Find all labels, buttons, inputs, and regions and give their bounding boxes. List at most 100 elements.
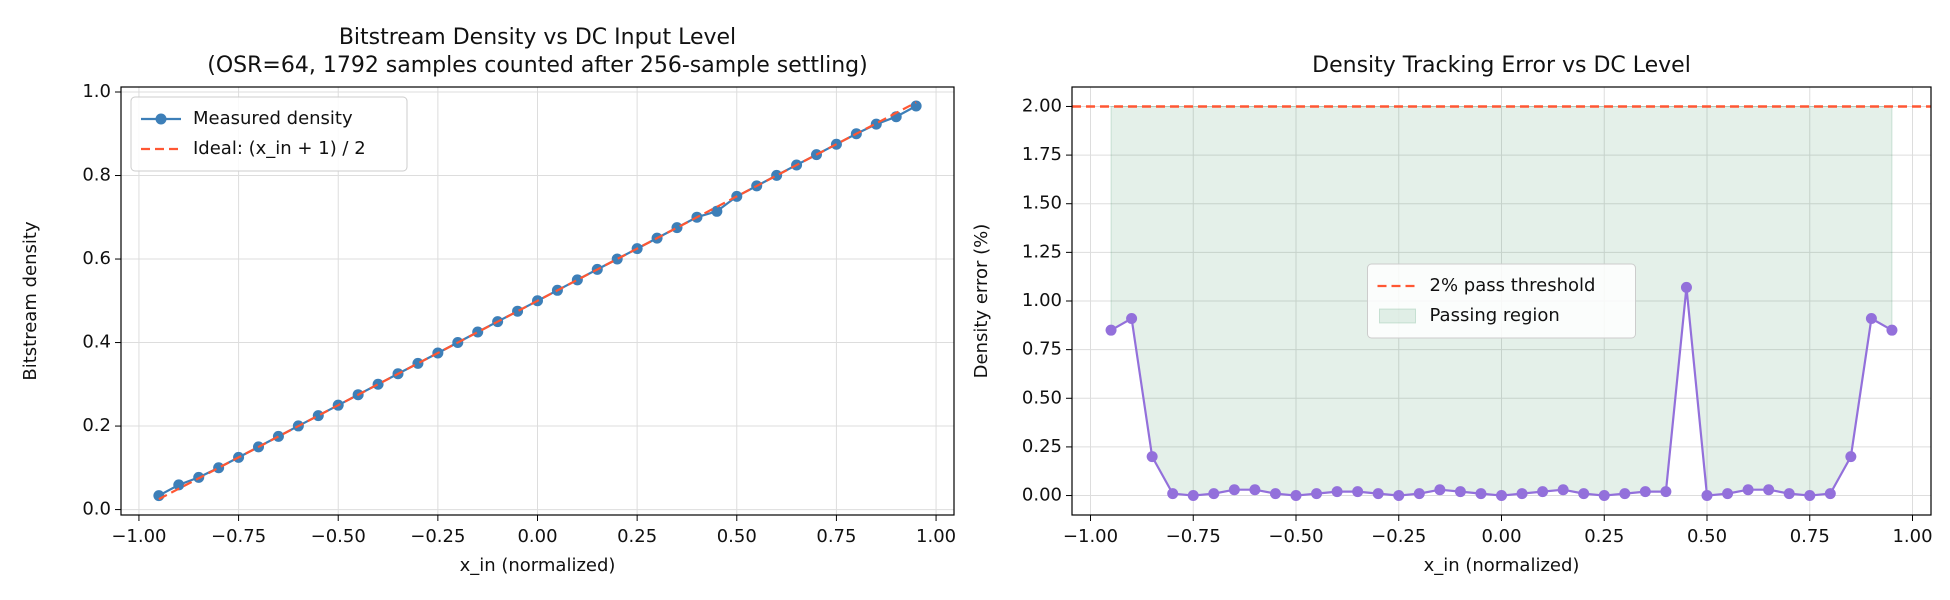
data-point bbox=[1208, 488, 1220, 500]
y-tick-label: 1.25 bbox=[1022, 241, 1062, 262]
chart-subtitle: (OSR=64, 1792 samples counted after 256-… bbox=[207, 53, 867, 78]
data-point bbox=[1783, 488, 1795, 500]
data-point bbox=[1249, 484, 1261, 496]
data-point bbox=[1496, 490, 1507, 502]
data-point bbox=[1680, 281, 1692, 293]
data-point bbox=[1126, 313, 1138, 325]
data-point bbox=[1824, 488, 1836, 500]
data-point bbox=[1865, 313, 1877, 325]
data-point bbox=[213, 462, 225, 474]
x-tick-label: −0.25 bbox=[410, 526, 465, 547]
y-tick-label: 0.50 bbox=[1022, 387, 1062, 408]
y-tick-label: 1.50 bbox=[1022, 193, 1062, 214]
legend-box bbox=[130, 96, 408, 172]
x-tick-label: 1.00 bbox=[916, 526, 956, 547]
plot-frame bbox=[1071, 86, 1932, 516]
data-point bbox=[1454, 486, 1466, 498]
data-point bbox=[1742, 484, 1754, 496]
y-tick-label: 2.00 bbox=[1022, 95, 1062, 116]
y-axis-label: Bitstream density bbox=[20, 221, 41, 381]
data-point bbox=[1660, 486, 1672, 498]
data-point bbox=[372, 378, 384, 390]
data-point bbox=[173, 479, 185, 491]
y-tick-label: 1.00 bbox=[1022, 290, 1062, 311]
data-point bbox=[1619, 488, 1631, 500]
data-point bbox=[1434, 484, 1446, 496]
legend-label: Measured density bbox=[193, 108, 353, 129]
y-tick-label: 0.25 bbox=[1022, 436, 1062, 457]
data-point bbox=[153, 490, 165, 502]
legend: 2% pass threshold Passing region bbox=[1367, 263, 1636, 339]
chart: Bitstream Density vs DC Input Level (OSR=… bbox=[20, 25, 956, 576]
data-point bbox=[1845, 451, 1857, 463]
data-point bbox=[771, 169, 783, 181]
x-tick-label: 0.00 bbox=[1481, 526, 1521, 547]
y-tick-label: 0.6 bbox=[82, 248, 111, 269]
data-point bbox=[711, 205, 723, 217]
x-tick-label: 0.75 bbox=[816, 526, 856, 547]
data-point bbox=[1146, 451, 1158, 463]
x-tick-label: 0.75 bbox=[1790, 526, 1830, 547]
data-point bbox=[1331, 486, 1343, 498]
x-tick-label: −0.25 bbox=[1371, 526, 1426, 547]
legend-marker bbox=[155, 113, 167, 125]
series-line bbox=[158, 101, 917, 501]
x-axis-label: x_in (normalized) bbox=[1424, 555, 1580, 576]
data-point bbox=[1557, 484, 1569, 496]
data-point bbox=[1290, 490, 1302, 502]
data-point bbox=[1413, 488, 1425, 500]
data-point bbox=[1475, 488, 1487, 500]
x-tick-label: 0.25 bbox=[617, 526, 657, 547]
legend-swatch bbox=[1379, 308, 1416, 324]
data-point bbox=[1372, 488, 1384, 500]
y-tick-label: 1.75 bbox=[1022, 144, 1062, 165]
data-point bbox=[1516, 488, 1528, 500]
data-point bbox=[1311, 488, 1323, 500]
data-point bbox=[1269, 488, 1281, 500]
data-point bbox=[1228, 484, 1240, 496]
y-tick-label: 0.8 bbox=[82, 165, 111, 186]
data-point bbox=[1352, 486, 1364, 498]
data-point bbox=[272, 430, 284, 442]
legend-box bbox=[1367, 263, 1636, 339]
x-tick-label: −0.50 bbox=[311, 526, 366, 547]
data-point bbox=[1639, 486, 1651, 498]
data-point bbox=[611, 253, 623, 265]
legend: Measured density Ideal: (x_in + 1) / 2 bbox=[130, 96, 408, 172]
data-point bbox=[1598, 490, 1610, 502]
plot-frame bbox=[120, 86, 955, 516]
x-tick-label: 0.50 bbox=[1687, 526, 1727, 547]
y-tick-label: 1.0 bbox=[82, 81, 111, 102]
x-tick-label: 0.50 bbox=[717, 526, 757, 547]
data-point bbox=[671, 222, 683, 234]
data-point bbox=[1105, 324, 1117, 336]
data-point bbox=[1804, 490, 1816, 502]
x-tick-label: −0.75 bbox=[211, 526, 266, 547]
y-tick-label: 0.00 bbox=[1022, 485, 1062, 506]
x-axis-label: x_in (normalized) bbox=[460, 555, 616, 576]
x-tick-label: 0.00 bbox=[517, 526, 557, 547]
legend-label: 2% pass threshold bbox=[1430, 275, 1596, 296]
y-axis-label: Density error (%) bbox=[971, 224, 992, 379]
legend-label: Passing region bbox=[1430, 305, 1560, 326]
data-point bbox=[1393, 490, 1405, 502]
data-point bbox=[571, 274, 583, 286]
data-point bbox=[1167, 488, 1179, 500]
data-point bbox=[1722, 488, 1734, 500]
data-point bbox=[512, 305, 524, 317]
x-tick-label: −1.00 bbox=[111, 526, 166, 547]
data-point bbox=[1187, 490, 1199, 502]
data-point bbox=[472, 326, 484, 338]
data-point bbox=[1578, 488, 1590, 500]
y-tick-label: 0.75 bbox=[1022, 339, 1062, 360]
data-point bbox=[1886, 324, 1898, 336]
data-point bbox=[1763, 484, 1775, 496]
data-point bbox=[1537, 486, 1549, 498]
data-point bbox=[412, 357, 424, 369]
x-tick-label: −0.75 bbox=[1166, 526, 1221, 547]
chart: Density Tracking Error vs DC Level x_in (… bbox=[971, 53, 1933, 576]
chart-title: Bitstream Density vs DC Input Level bbox=[339, 25, 736, 50]
data-point bbox=[1701, 490, 1713, 502]
y-tick-label: 0.4 bbox=[82, 332, 111, 353]
